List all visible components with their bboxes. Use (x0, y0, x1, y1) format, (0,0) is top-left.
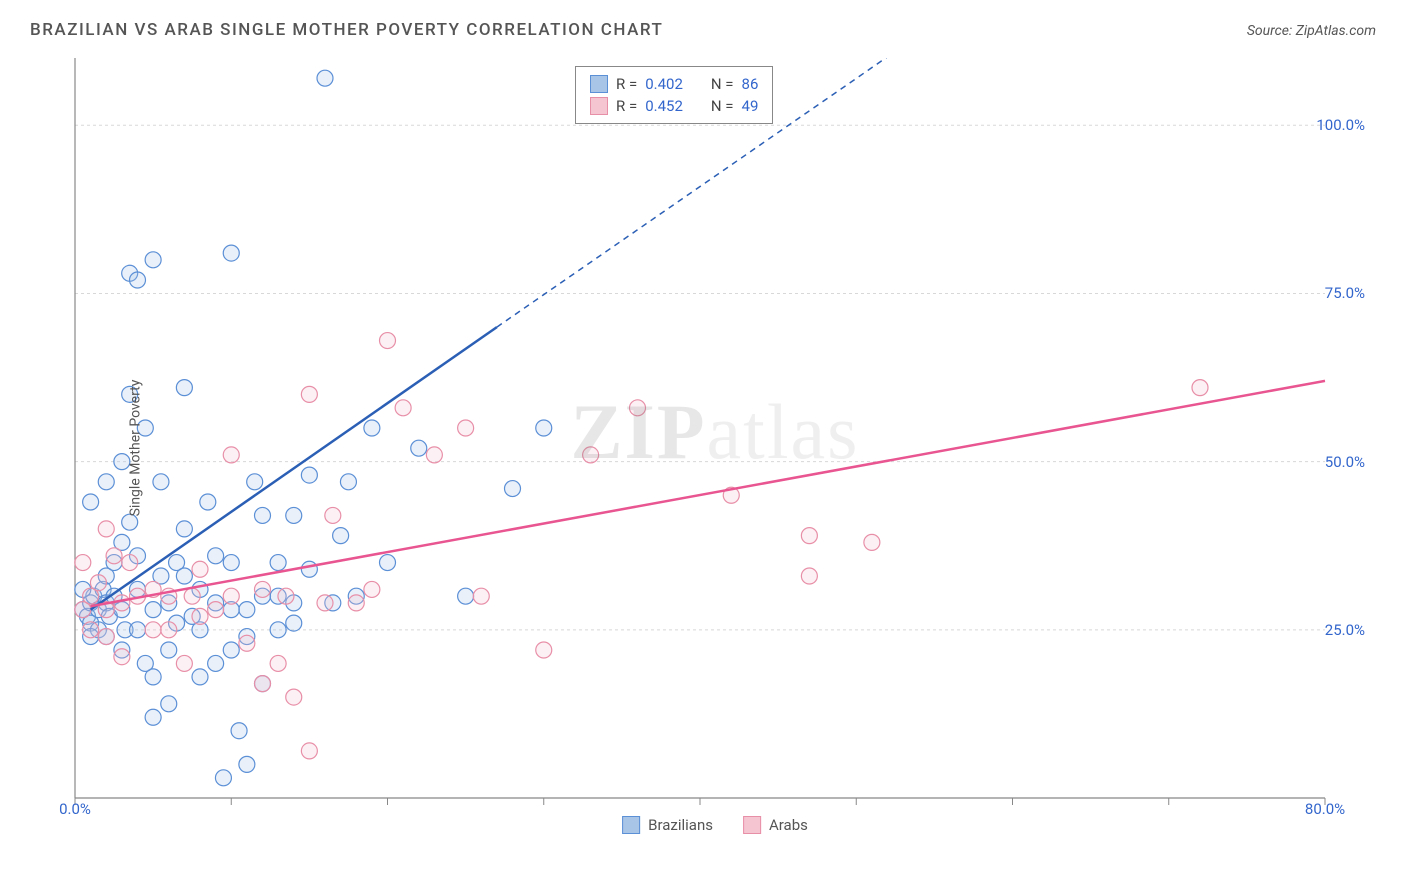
header: BRAZILIAN VS ARAB SINGLE MOTHER POVERTY … (0, 0, 1406, 50)
x-tick-80: 80.0% (1305, 800, 1345, 818)
chart-area: Single Mother Poverty ZIPatlas R = 0.402… (55, 58, 1375, 838)
y-tick-100: 100.0% (1316, 116, 1365, 134)
chart-title: BRAZILIAN VS ARAB SINGLE MOTHER POVERTY … (30, 20, 663, 40)
swatch-brazilians (590, 75, 608, 93)
scatter-chart (55, 58, 1375, 838)
swatch-arabs (590, 97, 608, 115)
swatch-arabs (743, 816, 761, 834)
swatch-brazilians (622, 816, 640, 834)
source-attribution: Source: ZipAtlas.com (1247, 23, 1376, 39)
y-tick-75: 75.0% (1325, 284, 1365, 302)
y-tick-25: 25.0% (1325, 621, 1365, 639)
correlation-legend: R = 0.402 N = 86 R = 0.452 N = 49 (575, 66, 773, 124)
series-legend: Brazilians Arabs (622, 816, 808, 834)
legend-item-brazilians: Brazilians (622, 816, 713, 834)
x-tick-0: 0.0% (59, 800, 91, 818)
y-tick-50: 50.0% (1325, 453, 1365, 471)
legend-item-arabs: Arabs (743, 816, 808, 834)
y-axis-label: Single Mother Poverty (127, 380, 143, 517)
legend-row-arabs: R = 0.452 N = 49 (590, 95, 758, 117)
legend-row-brazilians: R = 0.402 N = 86 (590, 73, 758, 95)
